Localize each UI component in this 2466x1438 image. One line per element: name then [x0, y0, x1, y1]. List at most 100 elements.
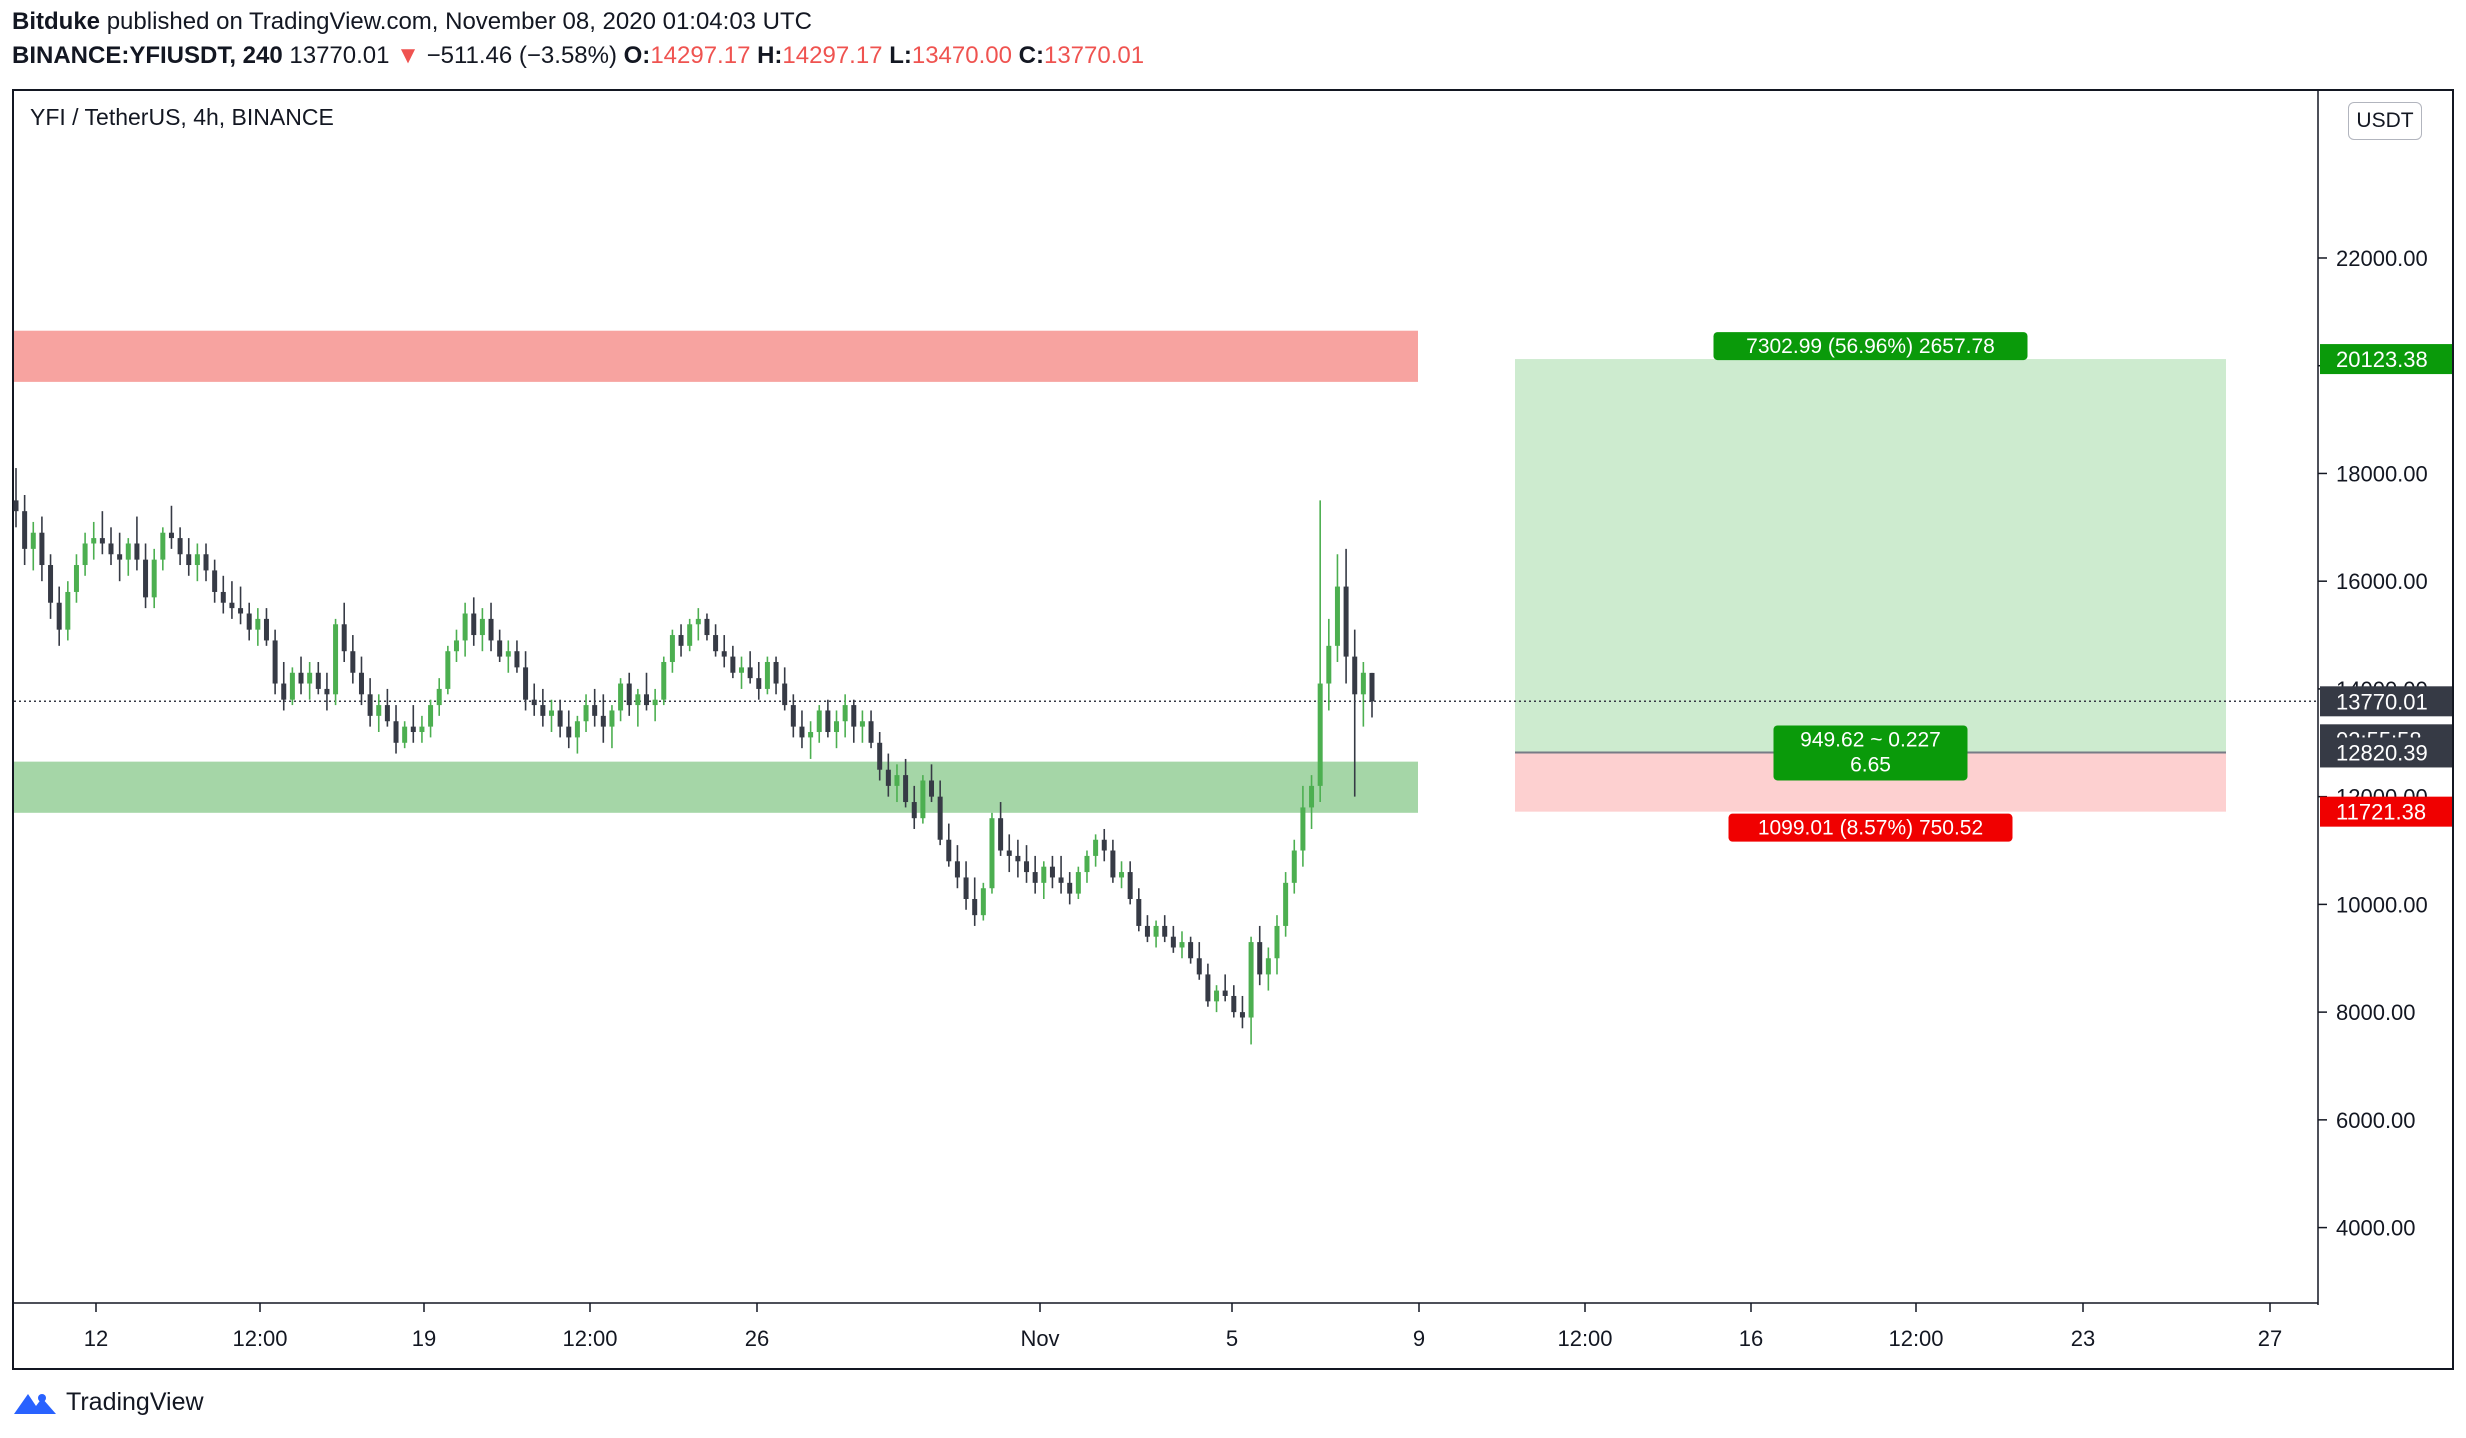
- candle-body: [557, 710, 563, 727]
- candle: [678, 624, 684, 657]
- candle: [998, 802, 1004, 856]
- candle-body: [281, 683, 287, 700]
- candle: [402, 721, 408, 749]
- candle-body: [980, 888, 986, 916]
- candle-body: [125, 543, 131, 560]
- candle: [1179, 931, 1185, 959]
- candle-body: [1265, 958, 1271, 975]
- x-tick-label: Nov: [1020, 1326, 1059, 1351]
- candle: [341, 602, 347, 662]
- candle: [22, 495, 28, 566]
- candle: [859, 710, 865, 743]
- candle-body: [1274, 925, 1280, 959]
- candle: [799, 710, 805, 749]
- candle: [1300, 785, 1306, 867]
- candle-body: [82, 543, 88, 566]
- candle: [531, 683, 537, 716]
- candle-body: [56, 602, 62, 630]
- entry-label-line1: 949.62 ~ 0.227: [1800, 728, 1941, 751]
- candle: [1222, 974, 1228, 1002]
- candle-body: [1222, 990, 1228, 996]
- candle: [212, 559, 218, 603]
- candle: [1360, 661, 1366, 727]
- candle-body: [972, 899, 978, 916]
- candle-body: [652, 699, 658, 706]
- candle-body: [739, 667, 745, 673]
- chart-frame[interactable]: [12, 89, 2454, 1370]
- candle: [782, 667, 788, 711]
- candle: [652, 688, 658, 722]
- last-price-label-bg: [2320, 686, 2452, 717]
- candle-body: [1300, 807, 1306, 851]
- candle-body: [1041, 866, 1047, 883]
- candle-body: [73, 565, 79, 592]
- candle-body: [643, 694, 649, 706]
- candle-body: [764, 661, 770, 689]
- tradingview-logo-icon[interactable]: [12, 1388, 58, 1416]
- candle: [1075, 866, 1081, 899]
- candle-body: [514, 651, 520, 668]
- candle: [1144, 915, 1150, 943]
- candle: [1265, 947, 1271, 991]
- candle-body: [946, 839, 952, 862]
- candle: [117, 532, 123, 582]
- candle-body: [859, 721, 865, 727]
- candle: [747, 651, 753, 684]
- candle: [99, 511, 105, 555]
- x-tick-label: 12:00: [1888, 1326, 1943, 1351]
- candle-body: [626, 683, 632, 706]
- candle: [903, 758, 909, 808]
- candle: [937, 780, 943, 846]
- candle: [894, 764, 900, 803]
- candle: [808, 721, 814, 759]
- candle: [954, 845, 960, 889]
- high-value: 14297.17: [782, 42, 883, 69]
- candle-body: [410, 726, 416, 733]
- candle-body: [868, 721, 874, 743]
- candle-body: [272, 640, 278, 684]
- candle: [56, 586, 62, 646]
- candle-body: [1136, 899, 1142, 926]
- candle: [13, 468, 19, 528]
- candle-body: [1127, 872, 1133, 899]
- candle: [557, 699, 563, 738]
- candle: [125, 538, 131, 576]
- candle-body: [574, 721, 580, 738]
- candle: [30, 521, 36, 571]
- candle: [963, 861, 969, 910]
- currency-unit-button[interactable]: USDT: [2348, 102, 2422, 140]
- last-price: 13770.01: [289, 42, 390, 69]
- close-value: 13770.01: [1043, 42, 1145, 69]
- candle: [134, 516, 140, 571]
- y-tick-label: 16000.00: [2336, 569, 2428, 594]
- footer: TradingView: [12, 1384, 204, 1420]
- candle: [548, 699, 554, 733]
- candle-body: [540, 705, 546, 716]
- candle: [514, 640, 520, 673]
- x-tick-label: 12:00: [562, 1326, 617, 1351]
- target-zone: [1515, 359, 2226, 753]
- candle: [462, 602, 468, 657]
- candle: [643, 672, 649, 711]
- candle: [669, 629, 675, 673]
- y-tick-label: 6000.00: [2336, 1108, 2416, 1133]
- y-tick-label: 4000.00: [2336, 1216, 2416, 1241]
- candle: [842, 694, 848, 738]
- candle: [566, 710, 572, 749]
- candle: [497, 629, 503, 662]
- candle-body: [488, 618, 494, 641]
- candle: [453, 629, 459, 662]
- candle-body: [39, 532, 45, 566]
- candle-body: [609, 710, 615, 727]
- candle-body: [1058, 877, 1064, 883]
- candle-body: [229, 602, 235, 609]
- candle: [618, 678, 624, 722]
- candle-body: [1162, 925, 1168, 937]
- candle: [91, 521, 97, 560]
- candle-body: [721, 651, 727, 657]
- tradingview-brand[interactable]: TradingView: [66, 1387, 204, 1416]
- candle-body: [307, 672, 313, 684]
- candle-body: [1119, 872, 1125, 878]
- candle-body: [704, 618, 710, 636]
